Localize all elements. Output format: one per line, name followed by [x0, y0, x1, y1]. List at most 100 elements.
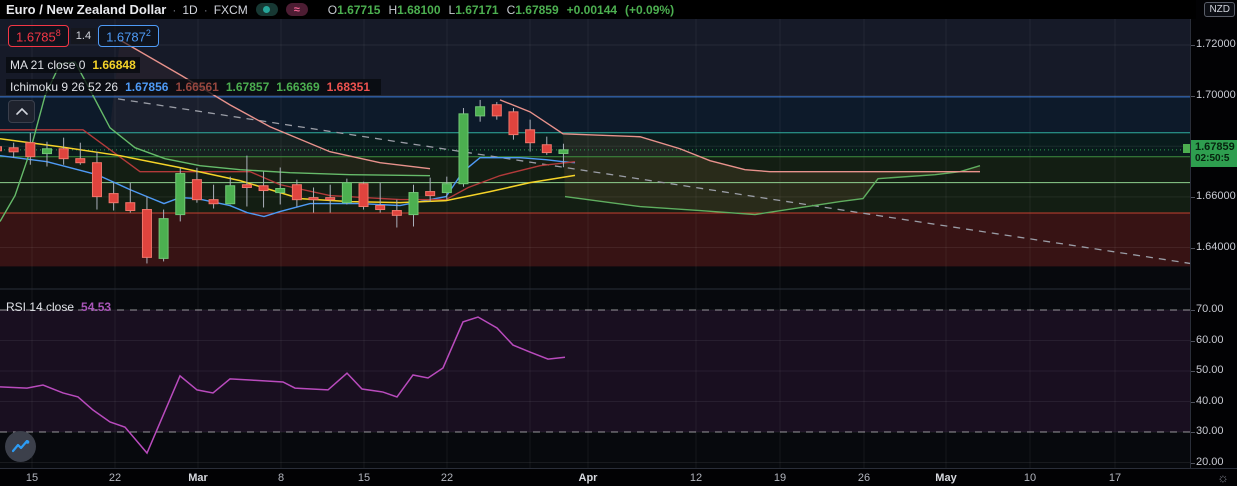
rsi-value: 54.53: [81, 300, 112, 314]
ichimoku-past-cloud: [110, 40, 430, 176]
rsi-label: RSI 14 close: [6, 300, 75, 314]
ichimoku-value: 1.66561: [175, 80, 219, 94]
close-label: C: [506, 2, 516, 17]
buy-button[interactable]: 1.67872: [98, 25, 159, 48]
ma21-line: [0, 137, 576, 204]
buy-price-fraction: 2: [145, 28, 151, 38]
time-axis-label: 22: [108, 472, 122, 484]
candle-up: [41, 148, 52, 155]
candles: [0, 99, 569, 264]
open-value: 1.67715: [337, 2, 381, 17]
tradingview-logo[interactable]: [5, 431, 36, 462]
sell-button[interactable]: 1.67858: [8, 25, 69, 48]
candle-up: [175, 173, 186, 216]
price-axis-label: 1.72000: [1191, 38, 1236, 50]
time-axis-label: 19: [773, 472, 787, 484]
symbol-title[interactable]: Euro / New Zealand Dollar: [6, 2, 167, 17]
price-axis-label: 1.64000: [1191, 240, 1236, 253]
price-axis-label: 1.70000: [1191, 88, 1236, 101]
status-dot-icon: [263, 6, 271, 13]
ichimoku-conversion-line: [0, 154, 576, 218]
interval-label[interactable]: 1D: [182, 2, 198, 17]
candle-down: [75, 158, 86, 164]
time-axis-label: 8: [277, 472, 285, 484]
market-status-toggle[interactable]: [255, 3, 278, 16]
high-label: H: [388, 2, 398, 17]
ma-indicator-row[interactable]: MA 21 close 0 1.66848: [6, 57, 140, 73]
bar-countdown: 02:50:5: [1195, 153, 1230, 164]
rsi-axis-label: 50.00: [1191, 364, 1224, 376]
candle-down: [291, 184, 302, 201]
candle-down: [325, 197, 336, 201]
low-value: 1.67171: [455, 2, 499, 17]
last-price-tag: 1.67859 02:50:5: [1191, 140, 1237, 167]
low-label: L: [448, 2, 456, 17]
ichimoku-lead2-past-line: [119, 39, 431, 170]
candle-up: [408, 192, 419, 216]
sell-price-fraction: 8: [55, 28, 61, 38]
time-axis-label: 22: [440, 472, 454, 484]
price-chart-canvas[interactable]: [0, 0, 1190, 486]
price-axis[interactable]: NZD 1.67859 02:50:5 1.72000 1.70000 1.6600…: [1190, 0, 1237, 468]
high-value: 1.68100: [397, 2, 441, 17]
ichimoku-label: Ichimoku 9 26 52 26: [10, 80, 119, 94]
rsi-axis-label: 60.00: [1191, 333, 1224, 346]
time-axis-label: 12: [689, 472, 703, 484]
candle-down: [91, 162, 102, 198]
time-axis-label: 15: [25, 472, 39, 484]
ma-value: 1.66848: [92, 58, 136, 72]
ichimoku-lead2-future-line: [499, 99, 980, 173]
candle-up: [458, 113, 469, 185]
theme-sun-icon[interactable]: ☼: [1217, 470, 1229, 485]
wave-icon: ≈: [293, 3, 300, 16]
currency-button[interactable]: NZD: [1204, 2, 1235, 17]
candle-down: [241, 184, 252, 189]
open-label: O: [327, 2, 338, 17]
wave-toggle[interactable]: ≈: [285, 3, 308, 16]
time-axis[interactable]: ☼ 15 22 Mar 8 15 22 Apr 12 19 26 May 10 17: [0, 468, 1237, 486]
candle-down: [191, 179, 202, 201]
candle-down: [58, 148, 69, 160]
candle-down: [125, 202, 136, 212]
candle-down: [108, 193, 119, 204]
close-value: 1.67859: [515, 2, 559, 17]
candle-down: [541, 144, 552, 154]
separator-dot: ·: [172, 2, 177, 17]
time-axis-label: Apr: [578, 472, 598, 484]
time-axis-label: May: [935, 472, 957, 484]
last-price-marker: [1183, 144, 1190, 153]
candle-up: [441, 183, 452, 194]
candle-down: [425, 191, 436, 197]
candle-up: [341, 182, 352, 204]
tradingview-chart-icon: [11, 439, 29, 452]
ichimoku-lead1-past-line: [0, 61, 431, 222]
time-axis-label: 15: [357, 472, 371, 484]
rsi-pane: [0, 309, 1190, 455]
collapse-pane-button[interactable]: [8, 100, 35, 123]
ichimoku-lead1-future-line: [564, 164, 981, 216]
trendline[interactable]: [117, 98, 1190, 265]
ma-label: MA 21 close 0: [10, 58, 86, 72]
ichimoku-value: 1.66369: [276, 80, 320, 94]
candle-down: [0, 146, 2, 152]
separator-dot: ·: [203, 2, 208, 17]
candle-down: [358, 183, 369, 207]
price-axis-label: 1.66000: [1191, 189, 1236, 202]
spread-value: 1.4: [70, 28, 97, 45]
rsi-axis-label: 40.00: [1191, 394, 1224, 407]
candle-down: [508, 111, 519, 136]
candle-down: [391, 210, 402, 216]
price-pane: [0, 39, 1190, 265]
candle-down: [525, 129, 536, 144]
ichimoku-value: 1.67856: [125, 80, 169, 94]
exchange-label[interactable]: FXCM: [213, 2, 248, 17]
time-axis-label: 10: [1023, 472, 1037, 484]
rsi-axis-label: 20.00: [1191, 455, 1224, 468]
ichimoku-values: 1.67856 1.66561 1.67857 1.66369 1.68351: [125, 80, 377, 94]
ichimoku-value: 1.67857: [225, 80, 270, 94]
ichimoku-indicator-row[interactable]: Ichimoku 9 26 52 26 1.67856 1.66561 1.6785…: [6, 79, 382, 95]
chart-title-bar: Euro / New Zealand Dollar · 1D · FXCM ≈ …: [0, 0, 1196, 19]
rsi-indicator-row[interactable]: RSI 14 close 54.53: [6, 300, 111, 314]
rsi-axis-label: 70.00: [1191, 303, 1224, 315]
